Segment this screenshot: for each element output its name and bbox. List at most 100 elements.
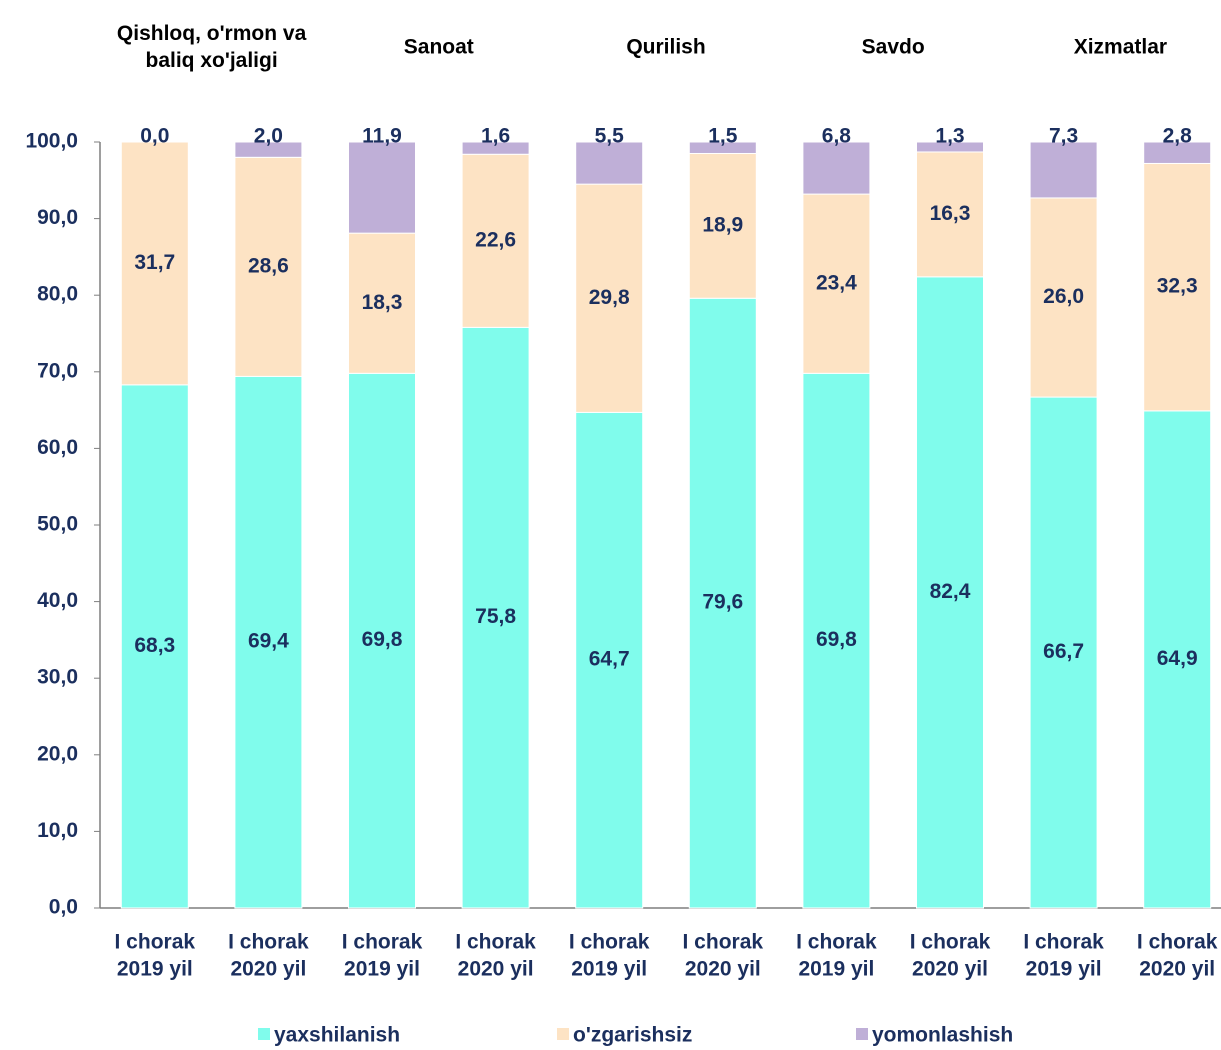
x-tick-label: 2020 yil — [912, 958, 988, 981]
bar-segment — [1143, 162, 1212, 412]
bar-segment — [234, 141, 303, 158]
legend-swatch — [557, 1028, 569, 1040]
value-label: 18,9 — [702, 213, 743, 236]
bar-segment — [461, 153, 530, 328]
value-label: 66,7 — [1043, 640, 1084, 663]
legend-label: o'zgarishsiz — [573, 1024, 692, 1047]
legend-swatch — [856, 1028, 868, 1040]
x-tick-label: 2020 yil — [1139, 958, 1215, 981]
value-label: 1,5 — [708, 125, 738, 148]
bar-segment — [461, 141, 530, 155]
value-label: 11,9 — [362, 125, 402, 148]
x-tick-label: I chorak — [115, 931, 196, 954]
bar-segment — [348, 232, 416, 374]
value-label: 5,5 — [595, 125, 625, 148]
group-label: baliq xo'jaligi — [146, 49, 278, 72]
group-label: Savdo — [862, 36, 925, 59]
bar-segment — [802, 141, 871, 195]
bar-segment — [348, 372, 416, 909]
value-label: 0,0 — [140, 125, 169, 148]
value-label: 28,6 — [248, 254, 289, 277]
value-label: 31,7 — [134, 251, 175, 274]
value-label: 7,3 — [1049, 125, 1078, 148]
legend-label: yaxshilanish — [274, 1024, 400, 1047]
y-tick-label: 30,0 — [37, 666, 78, 689]
bar-segment — [916, 151, 984, 278]
value-label: 6,8 — [822, 125, 852, 148]
value-label: 29,8 — [589, 286, 630, 309]
x-tick-label: 2020 yil — [685, 958, 761, 981]
value-label: 2,0 — [254, 125, 283, 148]
value-label: 64,7 — [589, 648, 630, 671]
value-label: 69,4 — [248, 630, 289, 653]
bar-segment — [120, 141, 189, 386]
y-tick-label: 0,0 — [49, 896, 78, 919]
bar-segment — [575, 183, 644, 413]
bar-segment — [461, 326, 530, 909]
value-label: 82,4 — [930, 580, 971, 603]
x-tick-label: I chorak — [796, 931, 877, 954]
value-label: 1,3 — [935, 125, 964, 148]
value-label: 2,8 — [1163, 125, 1193, 148]
y-tick-label: 50,0 — [37, 513, 78, 536]
y-tick-label: 80,0 — [37, 283, 78, 306]
value-label: 26,0 — [1043, 285, 1084, 308]
group-label: Sanoat — [404, 36, 474, 59]
value-label: 32,3 — [1157, 275, 1198, 298]
x-tick-label: 2019 yil — [571, 958, 647, 981]
x-tick-label: I chorak — [1023, 931, 1104, 954]
value-label: 69,8 — [362, 628, 403, 651]
bar-segment — [916, 141, 984, 153]
value-label: 69,8 — [816, 628, 857, 651]
y-tick-label: 90,0 — [37, 206, 78, 229]
legend-label: yomonlashish — [872, 1024, 1013, 1047]
value-label: 75,8 — [475, 605, 516, 628]
bar-segment — [234, 375, 303, 909]
y-tick-label: 10,0 — [37, 819, 78, 842]
value-label: 68,3 — [134, 634, 175, 657]
bar-segment — [1143, 141, 1212, 164]
x-tick-label: 2019 yil — [344, 958, 420, 981]
bar-segment — [688, 297, 757, 909]
bar-segment — [802, 372, 871, 909]
x-tick-label: I chorak — [1137, 931, 1218, 954]
bar-segment — [802, 193, 871, 374]
value-label: 1,6 — [481, 125, 510, 148]
y-tick-label: 40,0 — [37, 589, 78, 612]
value-label: 23,4 — [816, 271, 857, 294]
x-tick-label: 2020 yil — [458, 958, 534, 981]
x-tick-label: 2019 yil — [117, 958, 193, 981]
bar-segment — [234, 156, 303, 377]
group-label: Xizmatlar — [1074, 36, 1167, 59]
group-label: Qurilish — [626, 36, 705, 59]
x-tick-label: I chorak — [683, 931, 764, 954]
bar-segment — [1029, 141, 1098, 199]
bar-segment — [575, 141, 644, 185]
x-tick-label: I chorak — [569, 931, 650, 954]
x-tick-label: I chorak — [342, 931, 423, 954]
value-label: 16,3 — [930, 202, 971, 225]
value-label: 22,6 — [475, 228, 516, 251]
bar-segment — [1029, 396, 1098, 909]
x-tick-label: 2019 yil — [1026, 958, 1102, 981]
legend-swatch — [258, 1028, 270, 1040]
x-tick-label: I chorak — [455, 931, 536, 954]
bar-segment — [575, 411, 644, 909]
bar-segment — [916, 276, 984, 909]
y-tick-label: 20,0 — [37, 742, 78, 765]
bar-segment — [120, 384, 189, 909]
bar-segment — [1029, 197, 1098, 398]
x-tick-label: 2019 yil — [798, 958, 874, 981]
x-tick-label: 2020 yil — [230, 958, 306, 981]
y-tick-label: 100,0 — [25, 130, 78, 153]
group-label: Qishloq, o'rmon va — [117, 22, 307, 45]
bar-segment — [688, 152, 757, 299]
value-label: 79,6 — [702, 591, 743, 614]
bar-segment — [688, 141, 757, 154]
bar-segment — [348, 141, 416, 234]
y-tick-label: 70,0 — [37, 359, 78, 382]
x-tick-label: I chorak — [910, 931, 991, 954]
x-tick-label: I chorak — [228, 931, 309, 954]
value-label: 18,3 — [362, 291, 403, 314]
